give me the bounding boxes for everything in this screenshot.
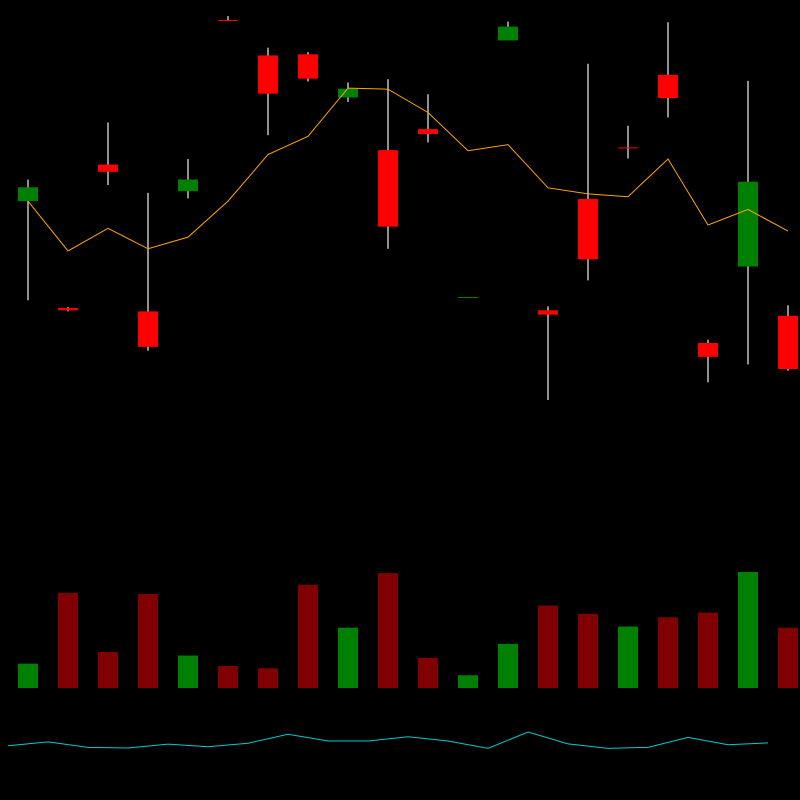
candle-body <box>738 181 758 267</box>
moving-average-line <box>27 87 789 252</box>
indicator-line <box>7 731 769 749</box>
candle-body <box>498 26 518 41</box>
candle-body <box>538 310 558 315</box>
volume-bar <box>658 617 678 688</box>
volume-bar <box>778 627 798 688</box>
volume-bar <box>458 675 478 688</box>
candle-body <box>138 311 158 347</box>
candle-body <box>98 164 118 172</box>
volume-bar <box>738 572 758 688</box>
volume-bar <box>98 652 118 688</box>
candle-body <box>58 308 78 311</box>
candle-body <box>658 74 678 99</box>
indicator-panel <box>7 731 769 749</box>
volume-bar <box>498 643 518 688</box>
volume-bar <box>618 626 638 688</box>
volume-bar <box>18 663 38 688</box>
volume-bar <box>258 668 278 688</box>
candle-body <box>298 54 318 79</box>
candle-body <box>378 150 398 227</box>
candle-body <box>578 198 598 260</box>
candle-body <box>178 179 198 192</box>
candle-body <box>458 296 478 298</box>
candle-body <box>418 129 438 135</box>
volume-bar <box>178 655 198 688</box>
volume-bar <box>698 612 718 688</box>
candle-body <box>18 187 38 202</box>
candle-body <box>778 315 798 369</box>
candle-body <box>218 19 238 21</box>
volume-bar <box>338 627 358 688</box>
candle-body <box>618 147 638 149</box>
price-panel <box>18 16 798 401</box>
moving-average-layer <box>27 87 789 252</box>
candle-body <box>338 88 358 98</box>
volume-bar <box>58 592 78 688</box>
volume-bar <box>418 657 438 688</box>
volume-bar <box>138 594 158 688</box>
volume-bar <box>218 665 238 688</box>
volume-bar <box>378 573 398 688</box>
candle-body <box>258 55 278 94</box>
volume-panel <box>18 572 798 688</box>
volume-bar <box>538 605 558 688</box>
volume-bar <box>298 584 318 688</box>
candle-body <box>698 342 718 357</box>
volume-bar <box>578 613 598 688</box>
